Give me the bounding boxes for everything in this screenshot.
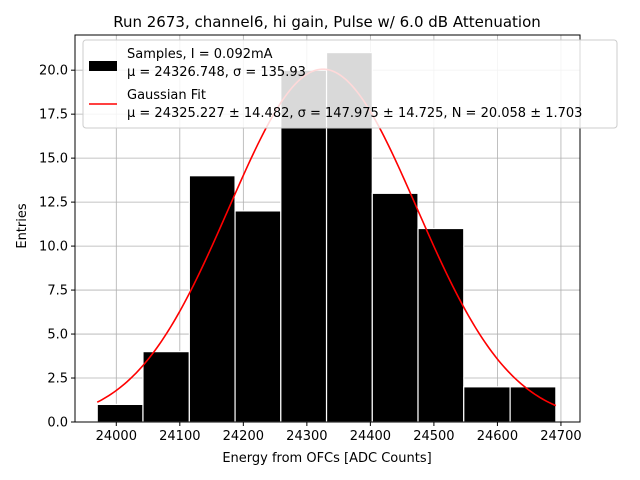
y-tick-label: 0.0	[47, 416, 68, 431]
histogram-bar	[142, 351, 190, 423]
x-tick-label: 24700	[540, 429, 581, 444]
histogram-bars	[96, 51, 557, 423]
legend-samples-swatch	[89, 61, 117, 71]
legend: Samples, I = 0.092mA μ = 24326.748, σ = …	[82, 39, 618, 129]
y-tick-label: 7.5	[47, 284, 68, 299]
x-tick-label: 24400	[350, 429, 391, 444]
x-tick-label: 24600	[477, 429, 518, 444]
x-tick-label: 24000	[96, 429, 137, 444]
x-axis-label: Energy from OFCs [ADC Counts]	[222, 451, 431, 466]
legend-fit-line2: μ = 24325.227 ± 14.482, σ = 147.975 ± 14…	[127, 106, 582, 121]
legend-samples-line1: Samples, I = 0.092mA	[127, 47, 273, 62]
histogram-bar	[417, 227, 465, 423]
y-axis-label: Entries	[15, 203, 30, 249]
y-axis-ticks: 0.0 2.5 5.0 7.5 10.0 12.5 15.0 17.5 20.0	[39, 64, 75, 431]
x-tick-label: 24100	[159, 429, 200, 444]
histogram-bar	[371, 192, 419, 423]
histogram-bar	[96, 403, 144, 423]
legend-fit-line1: Gaussian Fit	[127, 88, 206, 103]
y-tick-label: 2.5	[47, 372, 68, 387]
x-tick-label: 24300	[286, 429, 327, 444]
y-tick-label: 20.0	[39, 64, 68, 79]
plot-frame	[74, 34, 581, 423]
y-tick-label: 15.0	[39, 152, 68, 167]
histogram-bar	[463, 386, 511, 423]
y-tick-label: 5.0	[47, 328, 68, 343]
x-axis-ticks: 24000 24100 24200 24300 24400 24500 24600 24700	[96, 422, 582, 444]
y-tick-label: 12.5	[39, 196, 68, 211]
y-tick-label: 17.5	[39, 108, 68, 123]
chart-title: Run 2673, channel6, hi gain, Pulse w/ 6.…	[113, 13, 541, 31]
legend-samples-line2: μ = 24326.748, σ = 135.93	[127, 65, 306, 80]
x-tick-label: 24200	[223, 429, 264, 444]
histogram-bar	[188, 175, 236, 423]
x-tick-label: 24500	[413, 429, 454, 444]
histogram-bar	[280, 69, 328, 423]
legend-box	[82, 39, 618, 129]
histogram-bar	[234, 210, 282, 423]
y-tick-label: 10.0	[39, 240, 68, 255]
